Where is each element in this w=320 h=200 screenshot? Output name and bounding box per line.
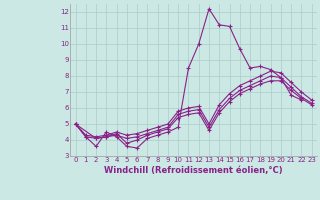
- X-axis label: Windchill (Refroidissement éolien,°C): Windchill (Refroidissement éolien,°C): [104, 166, 283, 175]
